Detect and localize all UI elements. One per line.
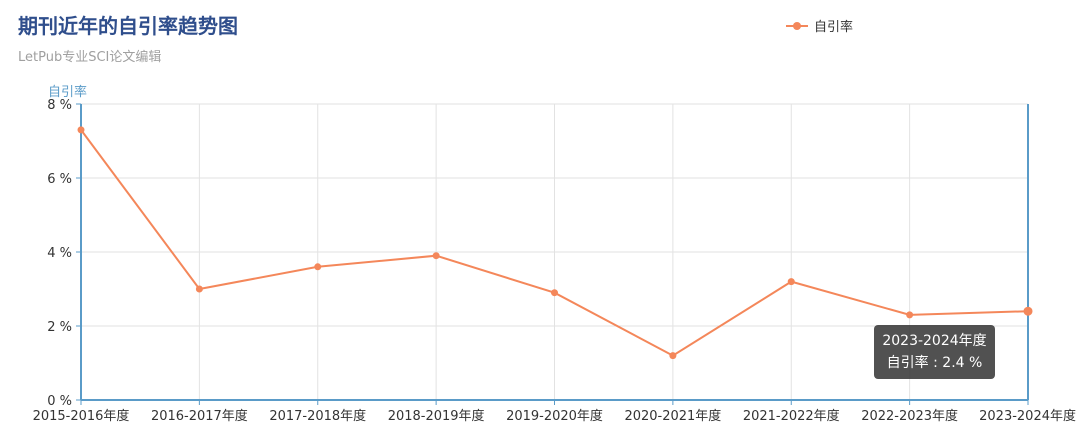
data-point xyxy=(77,126,85,134)
legend[interactable]: 自引率 xyxy=(786,16,853,35)
tooltip-value: 2.4 % xyxy=(942,355,983,371)
x-tick-label: 2017-2018年度 xyxy=(269,408,366,424)
legend-label: 自引率 xyxy=(814,20,854,35)
tooltip-value-line: 自引率 : 2.4 % xyxy=(886,355,983,371)
y-tick-label: 2 % xyxy=(47,320,72,335)
x-tick-label: 2019-2020年度 xyxy=(506,408,603,424)
y-tick-label: 6 % xyxy=(47,172,72,187)
y-axis-label: 自引率 xyxy=(48,84,87,100)
data-point xyxy=(432,252,440,260)
x-tick-label: 2022-2023年度 xyxy=(861,408,958,424)
data-point xyxy=(551,289,558,297)
data-point xyxy=(669,352,677,360)
x-tick-label: 2018-2019年度 xyxy=(388,408,485,424)
tooltip-category: 2023-2024年度 xyxy=(882,333,987,349)
data-point xyxy=(195,285,203,293)
chart-title: 期刊近年的自引率趋势图 xyxy=(18,14,238,38)
x-tick-label: 2023-2024年度 xyxy=(979,408,1076,424)
y-tick-label: 4 % xyxy=(47,246,72,261)
data-point xyxy=(906,311,914,319)
x-tick-label: 2021-2022年度 xyxy=(743,408,840,424)
legend-line-icon xyxy=(786,21,808,30)
x-tick-label: 2020-2021年度 xyxy=(624,408,721,424)
x-tick-label: 2016-2017年度 xyxy=(151,408,248,424)
data-tooltip: 2023-2024年度 自引率 : 2.4 % xyxy=(874,325,995,379)
x-tick-label: 2015-2016年度 xyxy=(33,408,130,424)
data-point xyxy=(787,278,795,286)
y-tick-label: 0 % xyxy=(47,394,72,409)
chart-subtitle: LetPub专业SCI论文编辑 xyxy=(18,50,162,65)
y-tick-label: 8 % xyxy=(47,98,72,113)
data-point xyxy=(314,263,322,271)
data-point xyxy=(1023,306,1033,316)
tooltip-series-label: 自引率 xyxy=(886,355,929,371)
